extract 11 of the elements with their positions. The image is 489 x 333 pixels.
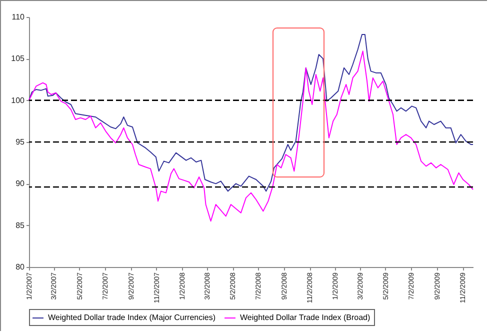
line-series — [28, 50, 474, 222]
y-tick-label: 100 — [11, 96, 26, 105]
y-tick-label: 110 — [12, 12, 26, 22]
legend-label: Weighted Dollar trade Index (Major Currencies) — [48, 313, 216, 322]
legend-label: Weighted Dollar Trade Index (Broad) — [240, 313, 370, 322]
y-tick-label: 85 — [16, 220, 26, 230]
y-tick-label: 95 — [16, 138, 26, 146]
y-tick-label: 80 — [16, 262, 26, 272]
y-tick-label: 90 — [16, 179, 26, 188]
line-series — [28, 34, 474, 192]
y-tick-label: 105 — [11, 54, 26, 64]
